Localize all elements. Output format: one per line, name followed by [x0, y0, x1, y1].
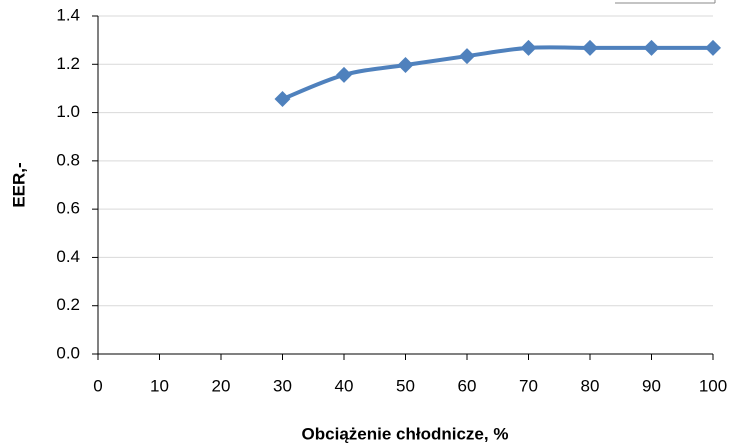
x-tick-label: 30: [273, 376, 292, 395]
x-tick-label: 40: [335, 376, 354, 395]
marker: [520, 39, 537, 56]
y-tick-label: 1.0: [56, 102, 80, 121]
y-tick-label: 0.8: [56, 150, 80, 169]
x-axis-label: Obciążenie chłodnicze, %: [302, 424, 509, 443]
y-tick-label: 0.4: [56, 247, 80, 266]
y-tick-label: 0.6: [56, 199, 80, 218]
y-axis-label: EER,-: [9, 162, 28, 207]
marker: [336, 66, 352, 83]
x-tick-label: 50: [396, 376, 415, 395]
marker: [397, 57, 414, 74]
x-tick-label: 0: [93, 376, 102, 395]
marker: [643, 39, 660, 56]
x-tick-label: 10: [150, 376, 169, 395]
marker: [459, 48, 475, 65]
x-tick-label: 80: [581, 376, 600, 395]
marker: [582, 39, 598, 56]
x-tick-label: 70: [519, 376, 538, 395]
x-tick-label: 60: [458, 376, 477, 395]
y-tick-label: 1.2: [56, 54, 80, 73]
y-tick-label: 1.4: [56, 5, 80, 24]
x-tick-label: 100: [699, 376, 727, 395]
y-tick-label: 0.2: [56, 295, 80, 314]
marker: [705, 39, 721, 56]
x-tick-label: 20: [212, 376, 231, 395]
marker: [274, 91, 291, 108]
y-tick-label: 0.0: [56, 343, 80, 362]
x-tick-label: 90: [642, 376, 661, 395]
